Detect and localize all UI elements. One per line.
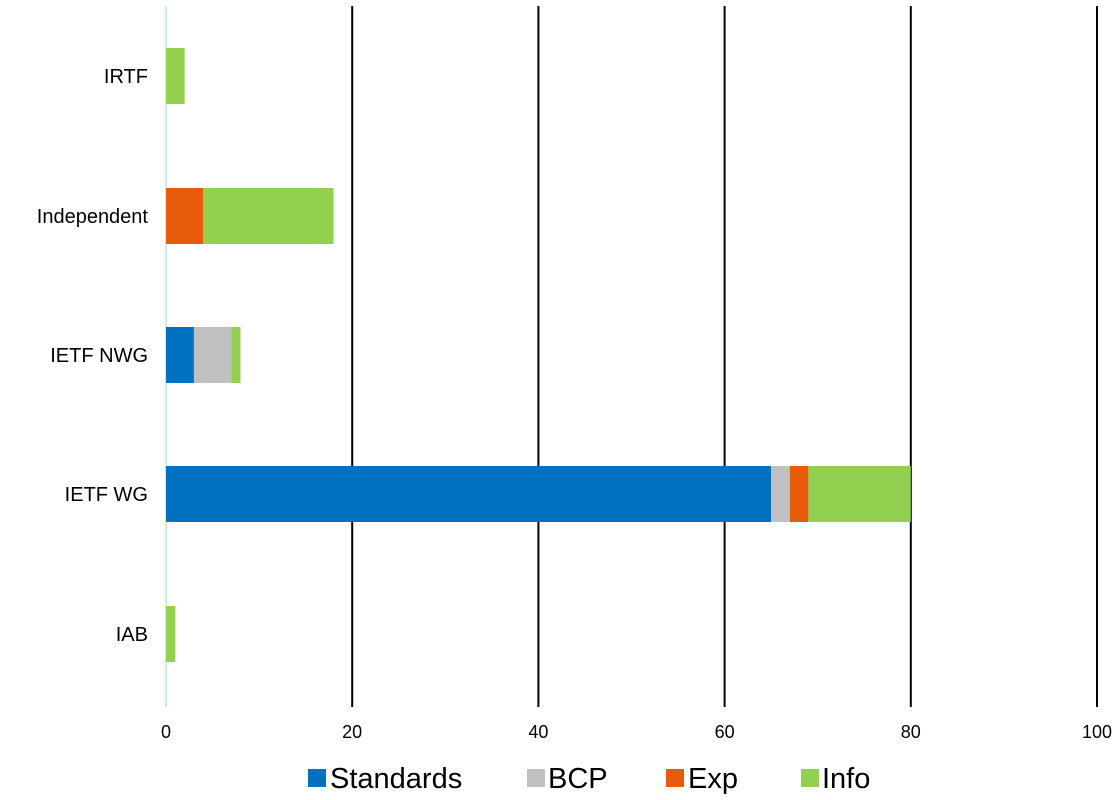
bar-segment-bcp-ietf-nwg (193, 327, 232, 383)
bar-segment-standards-ietf-wg (166, 466, 772, 522)
x-tick-label: 80 (901, 722, 921, 742)
legend-swatch-bcp (527, 769, 545, 787)
legend-label-bcp: BCP (548, 763, 608, 795)
bars (166, 48, 911, 662)
category-label: IRTF (104, 66, 148, 88)
bar-segment-bcp-ietf-wg (771, 466, 790, 522)
category-label: IETF WG (65, 484, 148, 506)
legend-swatch-info (801, 769, 819, 787)
x-tick-label: 0 (161, 722, 171, 742)
x-tick-label: 100 (1082, 722, 1112, 742)
x-tick-label: 40 (528, 722, 548, 742)
x-tick-labels: 0 20 40 60 80 100 (161, 722, 1112, 742)
legend-label-standards: Standards (330, 763, 462, 795)
bar-segment-exp-independent (166, 188, 204, 244)
bar-segment-info-ietf-nwg (231, 327, 241, 383)
legend-label-info: Info (822, 763, 870, 795)
category-labels: IRTF Independent IETF NWG IETF WG IAB (37, 66, 149, 646)
legend-label-exp: Exp (688, 763, 738, 795)
bar-segment-standards-ietf-nwg (166, 327, 194, 383)
legend-swatch-exp (666, 769, 684, 787)
legend-swatch-standards (308, 769, 326, 787)
bar-segment-exp-ietf-wg (789, 466, 809, 522)
category-label: Independent (37, 206, 149, 228)
legend: Standards BCP Exp Info (308, 763, 870, 795)
bar-segment-info-independent (203, 188, 334, 244)
x-tick-label: 60 (715, 722, 735, 742)
category-label: IAB (116, 624, 148, 646)
gridlines (165, 6, 1098, 707)
bar-segment-info-irtf (166, 48, 185, 104)
category-label: IETF NWG (50, 345, 148, 367)
bar-segment-info-ietf-wg (808, 466, 911, 522)
x-tick-label: 20 (342, 722, 362, 742)
bar-segment-info-iab (166, 606, 176, 662)
